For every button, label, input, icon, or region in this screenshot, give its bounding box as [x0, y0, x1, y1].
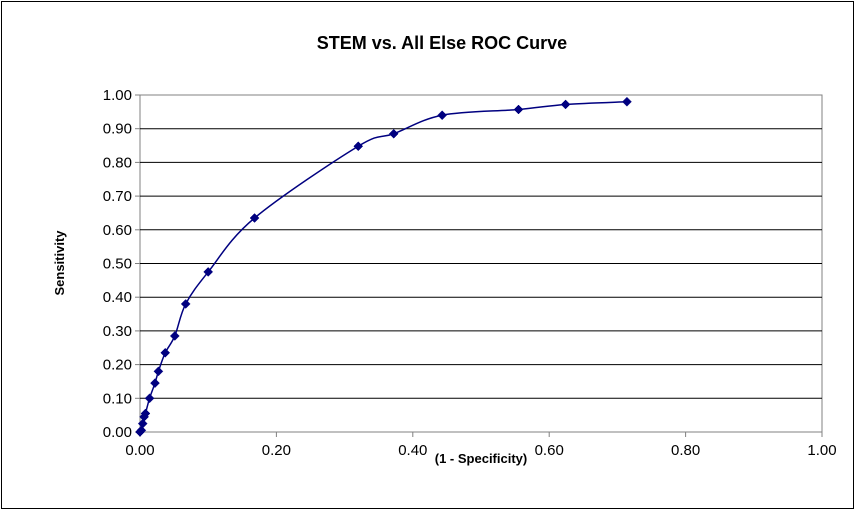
y-tick-label: 0.10 [103, 390, 132, 407]
x-tick-label: 0.60 [535, 442, 564, 459]
x-tick-label: 0.80 [671, 442, 700, 459]
y-tick-label: 1.00 [103, 87, 132, 104]
data-point-marker [140, 408, 151, 419]
data-point-marker [249, 213, 260, 223]
y-tick-label: 0.80 [103, 154, 132, 171]
y-tick-label: 0.90 [103, 121, 132, 138]
data-point-marker [180, 299, 191, 309]
y-tick-label: 0.00 [103, 424, 132, 441]
data-point-marker [622, 96, 632, 107]
y-tick-label: 0.40 [103, 289, 132, 306]
data-point-marker [203, 267, 214, 277]
y-tick-label: 0.70 [103, 188, 132, 205]
x-tick-label: 0.20 [262, 442, 291, 459]
data-point-marker [144, 393, 155, 404]
data-point-marker [137, 418, 148, 429]
data-point-marker [353, 141, 364, 152]
y-tick-label: 0.50 [103, 256, 132, 273]
data-point-marker [136, 425, 147, 436]
y-tick-label: 0.20 [103, 357, 132, 374]
y-axis-label: Sensitivity [52, 230, 67, 296]
data-point-marker [437, 110, 447, 121]
y-tick-label: 0.60 [103, 222, 132, 239]
chart-title: STEM vs. All Else ROC Curve [317, 33, 567, 53]
data-point-marker [388, 128, 399, 139]
data-point-marker [560, 99, 571, 110]
data-point-marker [153, 366, 164, 377]
x-tick-label: 1.00 [807, 442, 836, 459]
x-tick-label: 0.40 [398, 442, 427, 459]
data-point-marker [150, 378, 160, 388]
data-point-marker [169, 331, 180, 341]
x-tick-label: 0.00 [125, 442, 154, 459]
data-point-marker [160, 347, 171, 358]
y-tick-label: 0.30 [103, 323, 132, 340]
data-point-marker [513, 104, 524, 115]
x-axis-label: (1 - Specificity) [435, 451, 527, 466]
